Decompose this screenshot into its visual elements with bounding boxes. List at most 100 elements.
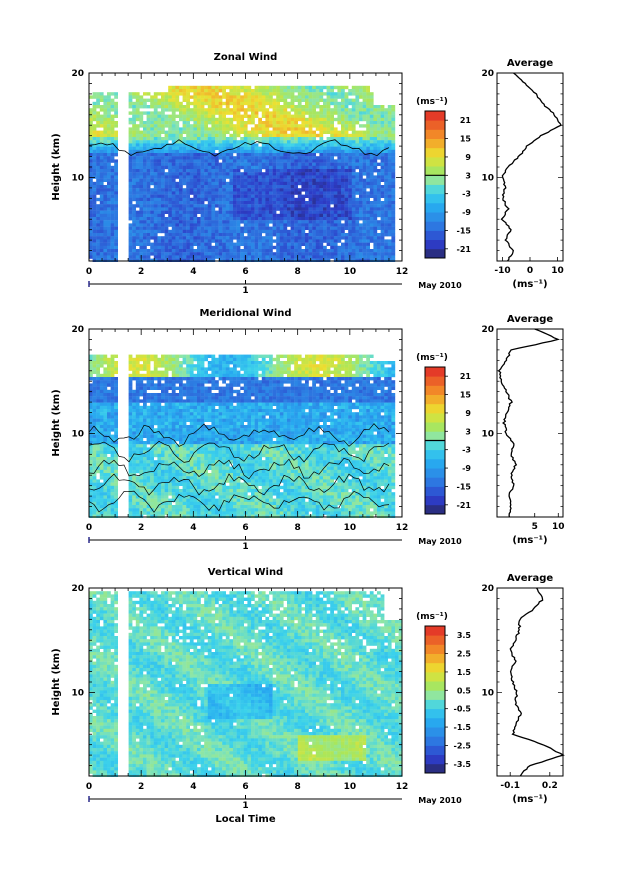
heatmap-cell [139,188,143,191]
heatmap-cell [265,188,269,191]
heatmap-cell [352,140,356,143]
heatmap-cell [175,131,179,134]
heatmap-cell [283,252,287,255]
heatmap-cell [157,214,161,217]
heatmap-cell [298,108,302,111]
heatmap-cell [190,201,194,204]
heatmap-cell [204,227,208,230]
heatmap-cell [111,508,115,511]
heatmap-cell [89,150,93,153]
heatmap-cell [197,230,201,233]
heatmap-cell [96,492,100,495]
heatmap-cell [183,252,187,255]
heatmap-cell [341,255,345,258]
heatmap-cell [129,182,133,185]
heatmap-cell [327,198,331,201]
heatmap-cell [359,236,363,239]
heatmap-cell [345,147,349,150]
heatmap-cell [280,204,284,207]
heatmap-cell [384,134,388,137]
heatmap-cell [391,246,395,249]
heatmap-cell [269,191,273,194]
heatmap-cell [273,86,277,89]
heatmap-cell [237,134,241,137]
heatmap-cell [381,127,385,130]
heatmap-cell [211,188,215,191]
heatmap-cell [179,223,183,226]
heatmap-cell [345,86,349,89]
heatmap-cell [309,111,313,114]
heatmap-cell [255,175,259,178]
heatmap-cell [237,198,241,201]
heatmap-cell [96,236,100,239]
heatmap-cell [111,156,115,159]
heatmap-cell [251,185,255,188]
heatmap-cell [107,431,111,434]
heatmap-cell [197,143,201,146]
heatmap-cell [165,118,169,121]
heatmap-cell [291,140,295,143]
heatmap-cell [132,252,136,255]
heatmap-cell [100,185,104,188]
heatmap-cell [244,211,248,214]
heatmap-cell [348,172,352,175]
heatmap-cell [309,211,313,214]
heatmap-cell [114,435,118,438]
heatmap-cell [352,127,356,130]
heatmap-cell [247,246,251,249]
heatmap-cell [201,198,205,201]
heatmap-cell [244,185,248,188]
heatmap-cell [136,419,140,422]
heatmap-cell [316,195,320,198]
heatmap-cell [240,95,244,98]
heatmap-cell [269,207,273,210]
heatmap-cell [96,239,100,242]
heatmap-cell [240,172,244,175]
heatmap-cell [287,124,291,127]
heatmap-cell [316,255,320,258]
heatmap-cell [161,115,165,118]
heatmap-cell [237,185,241,188]
heatmap-cell [233,118,237,121]
heatmap-cell [327,89,331,92]
heatmap-cell [139,460,143,463]
heatmap-cell [132,195,136,198]
heatmap-cell [172,86,176,89]
heatmap-cell [186,150,190,153]
heatmap-cell [211,233,215,236]
heatmap-cell [276,121,280,124]
heatmap-cell [186,111,190,114]
heatmap-cell [219,220,223,223]
heatmap-cell [348,169,352,172]
heatmap-cell [204,198,208,201]
heatmap-cell [262,182,266,185]
heatmap-cell [273,131,277,134]
heatmap-cell [165,150,169,153]
heatmap-cell [240,159,244,162]
heatmap-cell [136,470,140,473]
heatmap-cell [377,108,381,111]
heatmap-cell [111,467,115,470]
heatmap-cell [222,227,226,230]
heatmap-cell [291,143,295,146]
heatmap-cell [168,182,172,185]
heatmap-cell [291,115,295,118]
heatmap-cell [114,364,118,367]
heatmap-cell [352,195,356,198]
heatmap-cell [381,175,385,178]
heatmap-cell [319,188,323,191]
heatmap-cell [366,147,370,150]
heatmap-cell [262,239,266,242]
heatmap-cell [283,175,287,178]
heatmap-cell [377,207,381,210]
heatmap-cell [222,233,226,236]
heatmap-cell [330,108,334,111]
heatmap-cell [111,409,115,412]
heatmap-cell [161,223,165,226]
heatmap-cell [388,182,392,185]
heatmap-cell [93,454,97,457]
heatmap-cell [226,217,230,220]
heatmap-cell [294,227,298,230]
heatmap-cell [175,150,179,153]
heatmap-cell [219,233,223,236]
